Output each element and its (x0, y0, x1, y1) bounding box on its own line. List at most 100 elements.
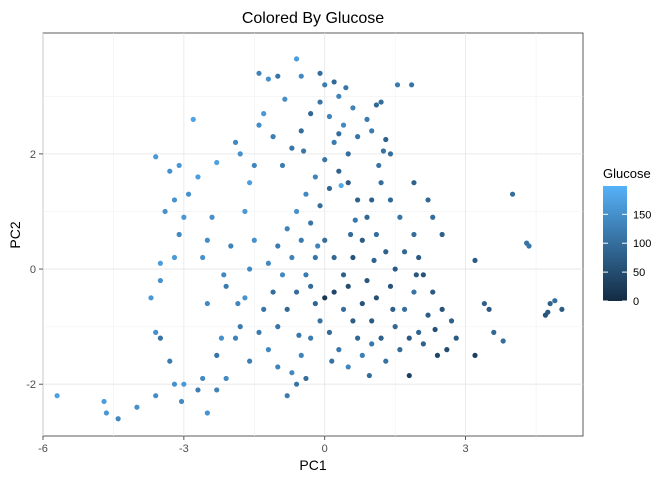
data-point (204, 410, 210, 416)
data-point (355, 197, 361, 203)
data-point (223, 283, 229, 289)
data-point (394, 82, 401, 88)
data-point (369, 197, 375, 203)
data-point (293, 289, 300, 295)
data-point (265, 76, 271, 82)
data-point (547, 300, 553, 307)
data-point (526, 243, 532, 249)
data-point (265, 260, 271, 266)
data-point (322, 82, 328, 88)
data-point (378, 180, 384, 186)
data-point (279, 272, 286, 278)
data-point (425, 197, 431, 203)
data-point (432, 326, 438, 333)
data-point (298, 128, 304, 134)
grid-lines (42, 33, 583, 436)
data-point (200, 375, 206, 382)
data-point (448, 318, 455, 324)
data-point (251, 162, 257, 169)
data-point (247, 358, 253, 364)
data-point (371, 257, 377, 264)
data-point (232, 139, 239, 145)
data-point (270, 134, 276, 140)
data-point (303, 191, 309, 197)
data-point (308, 283, 314, 289)
data-point (559, 306, 565, 312)
data-point (376, 162, 382, 169)
data-point (171, 381, 178, 387)
data-point (275, 324, 281, 330)
data-point (282, 96, 288, 102)
data-points (54, 56, 565, 422)
data-point (317, 318, 323, 324)
data-point (369, 341, 375, 347)
data-point (347, 231, 354, 238)
x-tick-label: 0 (322, 443, 328, 455)
data-point (148, 295, 154, 301)
data-point (293, 56, 300, 62)
data-point (289, 145, 295, 151)
data-point (359, 237, 365, 243)
data-point (312, 254, 318, 261)
data-point (242, 295, 248, 301)
data-point (181, 381, 187, 387)
data-point (486, 306, 492, 312)
data-point (209, 214, 215, 220)
data-point (103, 410, 109, 416)
data-point (157, 335, 163, 341)
data-point (329, 358, 335, 364)
data-point (378, 335, 384, 341)
data-point (293, 208, 300, 215)
data-point (406, 372, 412, 379)
data-point (338, 182, 344, 189)
data-point (261, 111, 267, 117)
data-point (439, 231, 445, 238)
data-point (411, 289, 417, 295)
y-tick-label: 0 (30, 264, 36, 276)
data-point (115, 416, 121, 422)
data-point (331, 79, 337, 85)
data-point (275, 364, 281, 370)
data-point (326, 329, 333, 335)
data-point (167, 358, 173, 364)
data-point (387, 151, 394, 157)
data-point (453, 335, 459, 341)
data-point (284, 306, 290, 312)
data-point (190, 116, 196, 122)
plot-panel (42, 32, 584, 437)
data-point (308, 220, 314, 226)
data-point (331, 254, 337, 261)
data-point (235, 300, 241, 307)
data-point (298, 237, 304, 243)
data-point (232, 335, 239, 341)
data-point (352, 217, 358, 223)
data-point (223, 375, 229, 382)
data-point (420, 341, 426, 347)
y-tick-label: 2 (30, 149, 36, 161)
data-point (509, 191, 516, 197)
legend-tick-label: 150 (633, 209, 651, 221)
data-point (204, 237, 210, 243)
data-point (247, 266, 253, 272)
x-tick-label: -6 (38, 443, 48, 455)
data-point (387, 197, 394, 203)
data-point (430, 289, 436, 295)
x-tick-label: 3 (463, 443, 469, 455)
data-point (256, 329, 262, 335)
data-point (387, 283, 394, 289)
data-point (251, 237, 257, 243)
data-point (397, 347, 403, 353)
data-point (355, 335, 361, 341)
data-point (134, 404, 140, 410)
data-point (430, 214, 436, 220)
data-point (167, 168, 173, 174)
legend-tick-label: 100 (633, 238, 651, 250)
data-point (237, 324, 243, 330)
data-point (214, 352, 220, 358)
data-point (411, 231, 417, 238)
data-point (298, 73, 304, 79)
data-point (308, 111, 314, 117)
data-point (411, 180, 417, 186)
data-point (195, 387, 201, 393)
